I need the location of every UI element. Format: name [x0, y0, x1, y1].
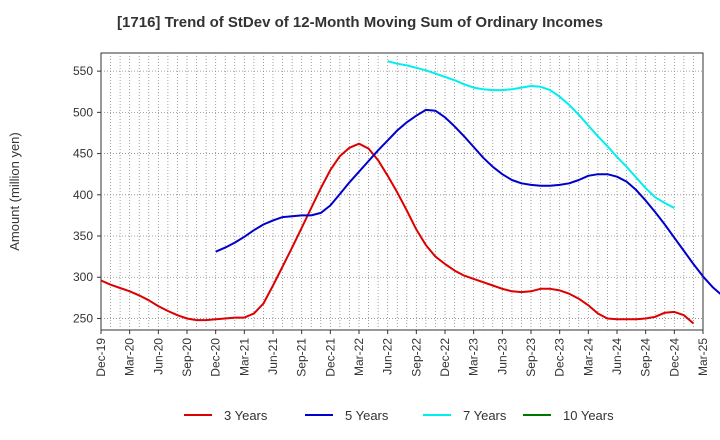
- x-tick-label: Mar-24: [581, 338, 595, 376]
- series-line-5-years: [215, 108, 720, 295]
- x-tick-label: Sep-22: [409, 338, 423, 377]
- plot-area: [100, 52, 704, 331]
- x-tick-label: Jun-24: [610, 338, 624, 375]
- y-tick-label: 400: [73, 188, 93, 202]
- series-line-7-years: [387, 60, 675, 209]
- x-gridlines: [110, 53, 694, 330]
- x-tick-label: Mar-20: [123, 338, 137, 376]
- x-tick-label: Dec-23: [553, 338, 567, 377]
- x-tick-label: Mar-21: [237, 338, 251, 376]
- y-tick-label: 500: [73, 105, 93, 119]
- x-tick-label: Jun-22: [381, 338, 395, 375]
- y-tick-label: 250: [73, 311, 93, 325]
- x-tick-label: Sep-21: [295, 338, 309, 377]
- x-tick-label: Mar-22: [352, 338, 366, 376]
- x-tick-label: Sep-24: [639, 338, 653, 377]
- x-tick-label: Jun-21: [266, 338, 280, 375]
- y-gridlines: [101, 70, 703, 319]
- legend-label: 7 Years: [463, 408, 507, 423]
- x-tick-label: Dec-19: [94, 338, 108, 377]
- legend-label: 10 Years: [563, 408, 614, 423]
- x-tick-label: Sep-23: [524, 338, 538, 377]
- y-axis-label: Amount (million yen): [7, 132, 22, 251]
- x-tick-label: Dec-24: [667, 338, 681, 377]
- x-axis-ticks: Dec-19 Mar-20 Jun-20 Sep-20 Dec-20 Mar-21 Jun-…: [94, 330, 710, 377]
- x-tick-label: Jun-20: [151, 338, 165, 375]
- legend-label: 3 Years: [224, 408, 268, 423]
- series-line-3-years: [100, 142, 695, 325]
- x-tick-label: Dec-22: [438, 338, 452, 377]
- legend-label: 5 Years: [345, 408, 389, 423]
- y-tick-label: 550: [73, 64, 93, 78]
- x-tick-label: Jun-23: [495, 338, 509, 375]
- chart-title: [1716] Trend of StDev of 12-Month Moving…: [117, 14, 603, 31]
- y-tick-label: 450: [73, 147, 93, 161]
- x-tick-label: Dec-21: [323, 338, 337, 377]
- y-axis-ticks: 250 300 350 400 450 500 550: [73, 64, 101, 325]
- x-tick-label: Dec-20: [209, 338, 223, 377]
- y-tick-label: 300: [73, 270, 93, 284]
- legend: 3 Years 5 Years 7 Years 10 Years: [184, 408, 614, 423]
- series-lines: [100, 60, 720, 325]
- x-tick-label: Mar-23: [467, 338, 481, 376]
- x-tick-label: Mar-25: [696, 338, 710, 376]
- y-tick-label: 350: [73, 229, 93, 243]
- x-tick-label: Sep-20: [180, 338, 194, 377]
